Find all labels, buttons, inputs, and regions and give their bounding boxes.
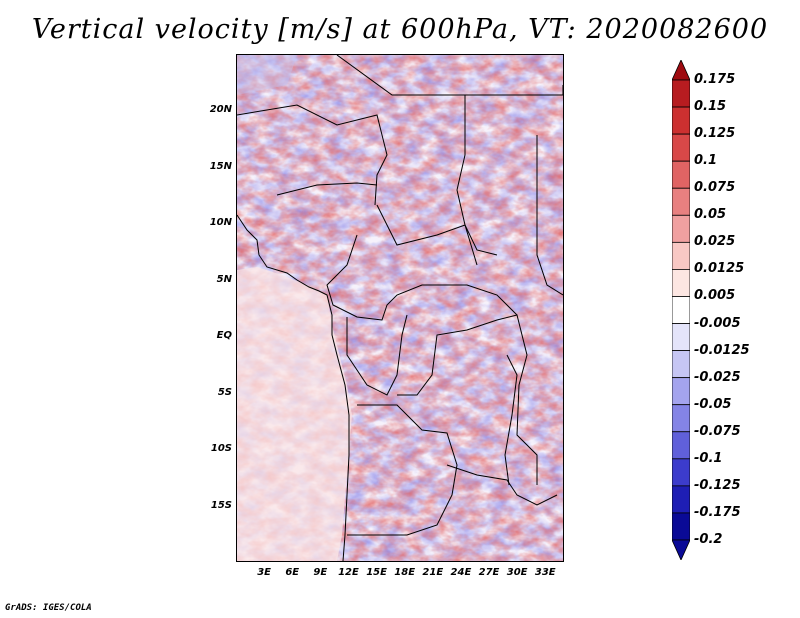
colorbar-tick-label: 0.005: [694, 288, 736, 304]
colorbar-tick-label: -0.005: [694, 315, 741, 331]
border-east: [536, 135, 563, 296]
colorbar-tick-label: -0.025: [694, 369, 741, 385]
colorbar-max-arrow: [672, 60, 690, 81]
colorbar-swatch: [672, 458, 690, 487]
grads-credit: GrADS: IGES/COLA: [5, 603, 92, 613]
colorbar-tick-label: 0.075: [694, 180, 736, 196]
colorbar-min-arrow: [672, 539, 690, 560]
border-car: [376, 204, 498, 256]
colorbar-swatch: [672, 214, 690, 243]
border-angola: [347, 404, 458, 536]
colorbar-swatch: [672, 431, 690, 460]
border-zambia: [446, 464, 558, 506]
colorbar-tick-label: 0.025: [694, 234, 736, 250]
lon-tick-label: 18E: [394, 567, 416, 578]
colorbar-tick-label: -0.2: [694, 532, 723, 547]
colorbar-swatch: [672, 323, 690, 351]
lon-tick-label: 33E: [534, 567, 556, 578]
lon-tick-label: 24E: [450, 567, 472, 578]
lat-tick-label: 5N: [216, 273, 232, 285]
colorbar-swatch: [672, 404, 690, 433]
lon-tick-label: 12E: [338, 567, 359, 578]
colorbar-swatch: [672, 241, 690, 270]
colorbar-swatch: [672, 160, 690, 189]
colorbar: [672, 60, 690, 560]
colorbar-tick-label: -0.05: [694, 396, 732, 412]
colorbar-swatch: [672, 187, 690, 216]
colorbar-tick-label: 0.125: [694, 126, 736, 142]
colorbar-tick-label: -0.0125: [694, 342, 750, 358]
border-sudan: [465, 85, 563, 96]
lat-tick-label: EQ: [216, 330, 232, 342]
lon-tick-label: 6E: [285, 567, 300, 578]
colorbar-tick-label: 0.175: [694, 72, 736, 87]
colorbar-tick-label: -0.175: [694, 504, 741, 520]
lon-tick-label: 30E: [506, 567, 528, 578]
lon-tick-label: 9E: [313, 567, 328, 578]
map-title: Vertical velocity [m/s] at 600hPa, VT: 2…: [31, 14, 769, 45]
colorbar-swatch: [672, 269, 690, 297]
lon-tick-label: 27E: [478, 567, 500, 578]
colorbar-tick-label: 0.15: [694, 99, 727, 115]
colorbar-tick-label: -0.125: [694, 477, 741, 493]
colorbar-swatch: [672, 512, 690, 541]
border-congo: [346, 314, 408, 396]
colorbar-swatch: [672, 79, 690, 108]
colorbar-tick-label: 0.1: [694, 153, 718, 169]
colorbar-swatch: [672, 485, 690, 514]
lat-tick-label: 5S: [217, 386, 232, 398]
border-chad: [336, 55, 478, 266]
colorbar-swatch: [672, 133, 690, 162]
colorbar-tick-label: 0.05: [694, 207, 727, 223]
colorbar-tick-label: 0.0125: [694, 261, 745, 277]
lat-tick-label: 10N: [209, 217, 232, 229]
lon-tick-label: 15E: [366, 567, 387, 578]
map-panel: [236, 54, 564, 562]
coastline: [237, 214, 350, 561]
border-drc: [397, 314, 538, 485]
lon-tick-label: 21E: [422, 567, 444, 578]
colorbar-swatch: [672, 106, 690, 135]
colorbar-swatch: [672, 296, 690, 324]
border-sahel: [237, 104, 388, 206]
country-borders: [237, 55, 563, 561]
colorbar-tick-label: -0.075: [694, 423, 741, 439]
colorbar-swatch: [672, 377, 690, 406]
lat-tick-label: 15N: [209, 160, 232, 172]
border-cameroon: [326, 234, 518, 321]
colorbar-swatch: [672, 350, 690, 379]
lat-tick-label: 10S: [210, 443, 232, 455]
colorbar-tick-label: -0.1: [694, 450, 723, 466]
border-lakes: [504, 354, 518, 486]
vertical-velocity-field: [237, 55, 563, 561]
lon-tick-label: 3E: [257, 567, 271, 578]
border-niger-nigeria: [276, 182, 378, 196]
lat-tick-label: 15S: [210, 499, 232, 511]
lat-tick-label: 20N: [209, 104, 232, 116]
